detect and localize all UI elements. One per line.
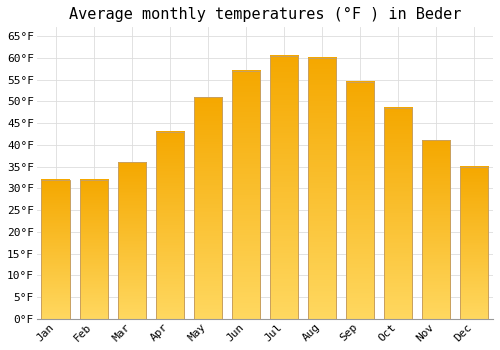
Bar — [270, 56, 298, 319]
Bar — [422, 140, 450, 319]
Bar — [346, 82, 374, 319]
Bar — [156, 132, 184, 319]
Title: Average monthly temperatures (°F ) in Beder: Average monthly temperatures (°F ) in Be… — [68, 7, 461, 22]
Bar — [80, 180, 108, 319]
Bar — [232, 71, 260, 319]
Bar — [384, 108, 412, 319]
Bar — [118, 162, 146, 319]
Bar — [460, 167, 488, 319]
Bar — [42, 180, 70, 319]
Bar — [308, 58, 336, 319]
Bar — [194, 97, 222, 319]
